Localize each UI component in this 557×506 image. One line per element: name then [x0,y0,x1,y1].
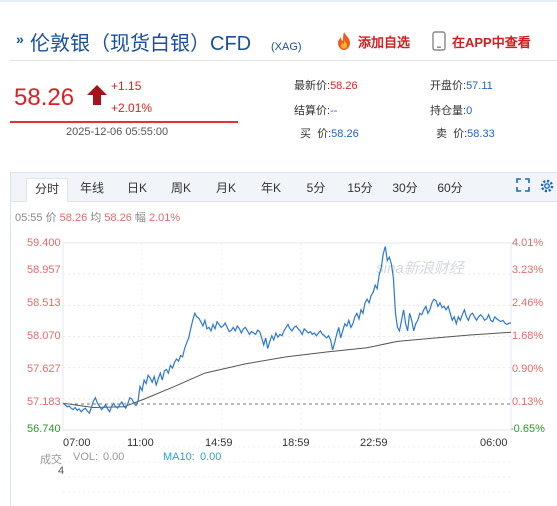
info-price: 58.26 [59,212,88,224]
open-in-app-button[interactable]: 在APP中查看 [432,31,531,51]
bid-price-field: 买 价:58.26 [300,125,359,141]
y-pct-label: 0.90% [512,363,544,375]
vol-value: 0.00 [103,451,125,463]
x-tick-label: 06:00 [480,437,508,449]
crosshair-info: 05:55 价 58.26 均 58.26 幅 2.01% [15,209,180,225]
header-divider [10,60,557,61]
y-tick-label: 56.740 [27,423,61,435]
field-value: -- [330,105,338,117]
volume-label: 成交 [40,454,62,466]
period-tab-bar [11,173,557,202]
price-line [62,246,511,415]
chart-panel [10,172,557,506]
y-pct-label: -0.65% [510,423,545,435]
quote-timestamp: 2025-12-06 05:55:00 [66,126,169,138]
info-amp-label: 幅 [134,212,146,224]
info-avg: 58.26 [104,212,132,224]
plot-frame [62,242,512,431]
open-in-app-label: 在APP中查看 [452,34,531,50]
y-pct-label: 2.46% [512,297,544,309]
tab-intraday[interactable]: 分时 [26,178,68,202]
volume-count: 4 [58,465,65,477]
flame-icon [338,32,350,50]
price-change: +1.15 [111,79,142,93]
top-accent-line [0,0,557,2]
x-tick-label: 07:00 [63,437,91,449]
info-time: 05:55 [15,212,43,224]
x-tick-label: 11:00 [127,437,154,449]
field-value: 58.26 [331,128,359,140]
price-change-percent: +2.01% [111,101,153,115]
info-avg-label: 均 [90,212,102,224]
info-price-label: 价 [45,212,57,224]
ask-price-field: 卖 价:58.33 [436,125,495,141]
y-tick-label: 58.957 [27,264,61,276]
x-tick-label: 22:59 [360,437,388,449]
field-value: 57.11 [466,80,493,92]
field-value: 58.26 [330,80,358,92]
field-label: 开盘价: [430,80,467,92]
y-tick-label: 58.070 [27,330,61,342]
open-price-field: 开盘价:57.11 [430,77,493,93]
field-label: 买 价: [300,128,332,140]
tab-5min[interactable]: 5分 [306,181,326,195]
add-favorite-label: 添加自选 [358,34,411,50]
title-marker-icon: » [16,31,24,47]
tab-monthly-k[interactable]: 月K [215,181,236,195]
ma10-label: MA10: [163,451,195,463]
price-up-arrow-icon [87,85,107,105]
x-tick-label: 14:59 [205,437,233,449]
y-tick-label: 58.513 [27,297,61,309]
settings-gear-icon[interactable] [539,178,555,194]
y-tick-label: 59.400 [27,237,61,249]
page-subtitle: (XAG) [271,41,302,53]
field-label: 最新价: [294,80,331,92]
y-pct-label: 0.13% [512,396,544,408]
average-price-line [62,331,512,409]
current-price: 58.26 [14,84,75,111]
info-amp: 2.01% [148,212,181,224]
add-favorite-button[interactable]: 添加自选 [334,31,410,51]
field-value: 0 [466,105,473,117]
y-tick-label: 57.627 [27,363,61,375]
tab-15min[interactable]: 15分 [347,181,373,195]
watermark-text: sina新浪财经 [376,260,466,277]
vol-label: VOL: [73,451,99,463]
y-tick-label: 57.183 [27,396,61,408]
y-pct-label: 3.23% [512,264,544,276]
header: » 伦敦银（现货白银）CFD (XAG) 添加自选 在APP中查看 [0,0,557,60]
y-pct-label: 4.01% [512,237,544,249]
quote-underline [10,121,238,123]
x-tick-label: 18:59 [282,437,310,449]
tab-year-line[interactable]: 年线 [79,181,104,195]
tab-weekly-k[interactable]: 周K [170,181,191,195]
tab-daily-k[interactable]: 日K [126,181,147,195]
settlement-price-field: 结算价:-- [294,102,337,118]
field-label: 卖 价: [436,128,468,140]
fullscreen-icon[interactable] [516,178,530,192]
open-interest-field: 持仓量:0 [430,102,472,118]
tab-60min[interactable]: 60分 [437,181,463,195]
ma10-value: 0.00 [200,451,222,463]
tab-yearly-k[interactable]: 年K [260,181,281,195]
y-pct-label: 1.68% [512,330,544,342]
latest-price-field: 最新价:58.26 [294,77,358,93]
phone-icon [432,31,446,51]
tab-30min[interactable]: 30分 [392,181,418,195]
field-value: 58.33 [467,128,495,140]
page-title: 伦敦银（现货白银）CFD [30,33,252,55]
field-label: 结算价: [294,105,331,117]
field-label: 持仓量: [430,105,467,117]
